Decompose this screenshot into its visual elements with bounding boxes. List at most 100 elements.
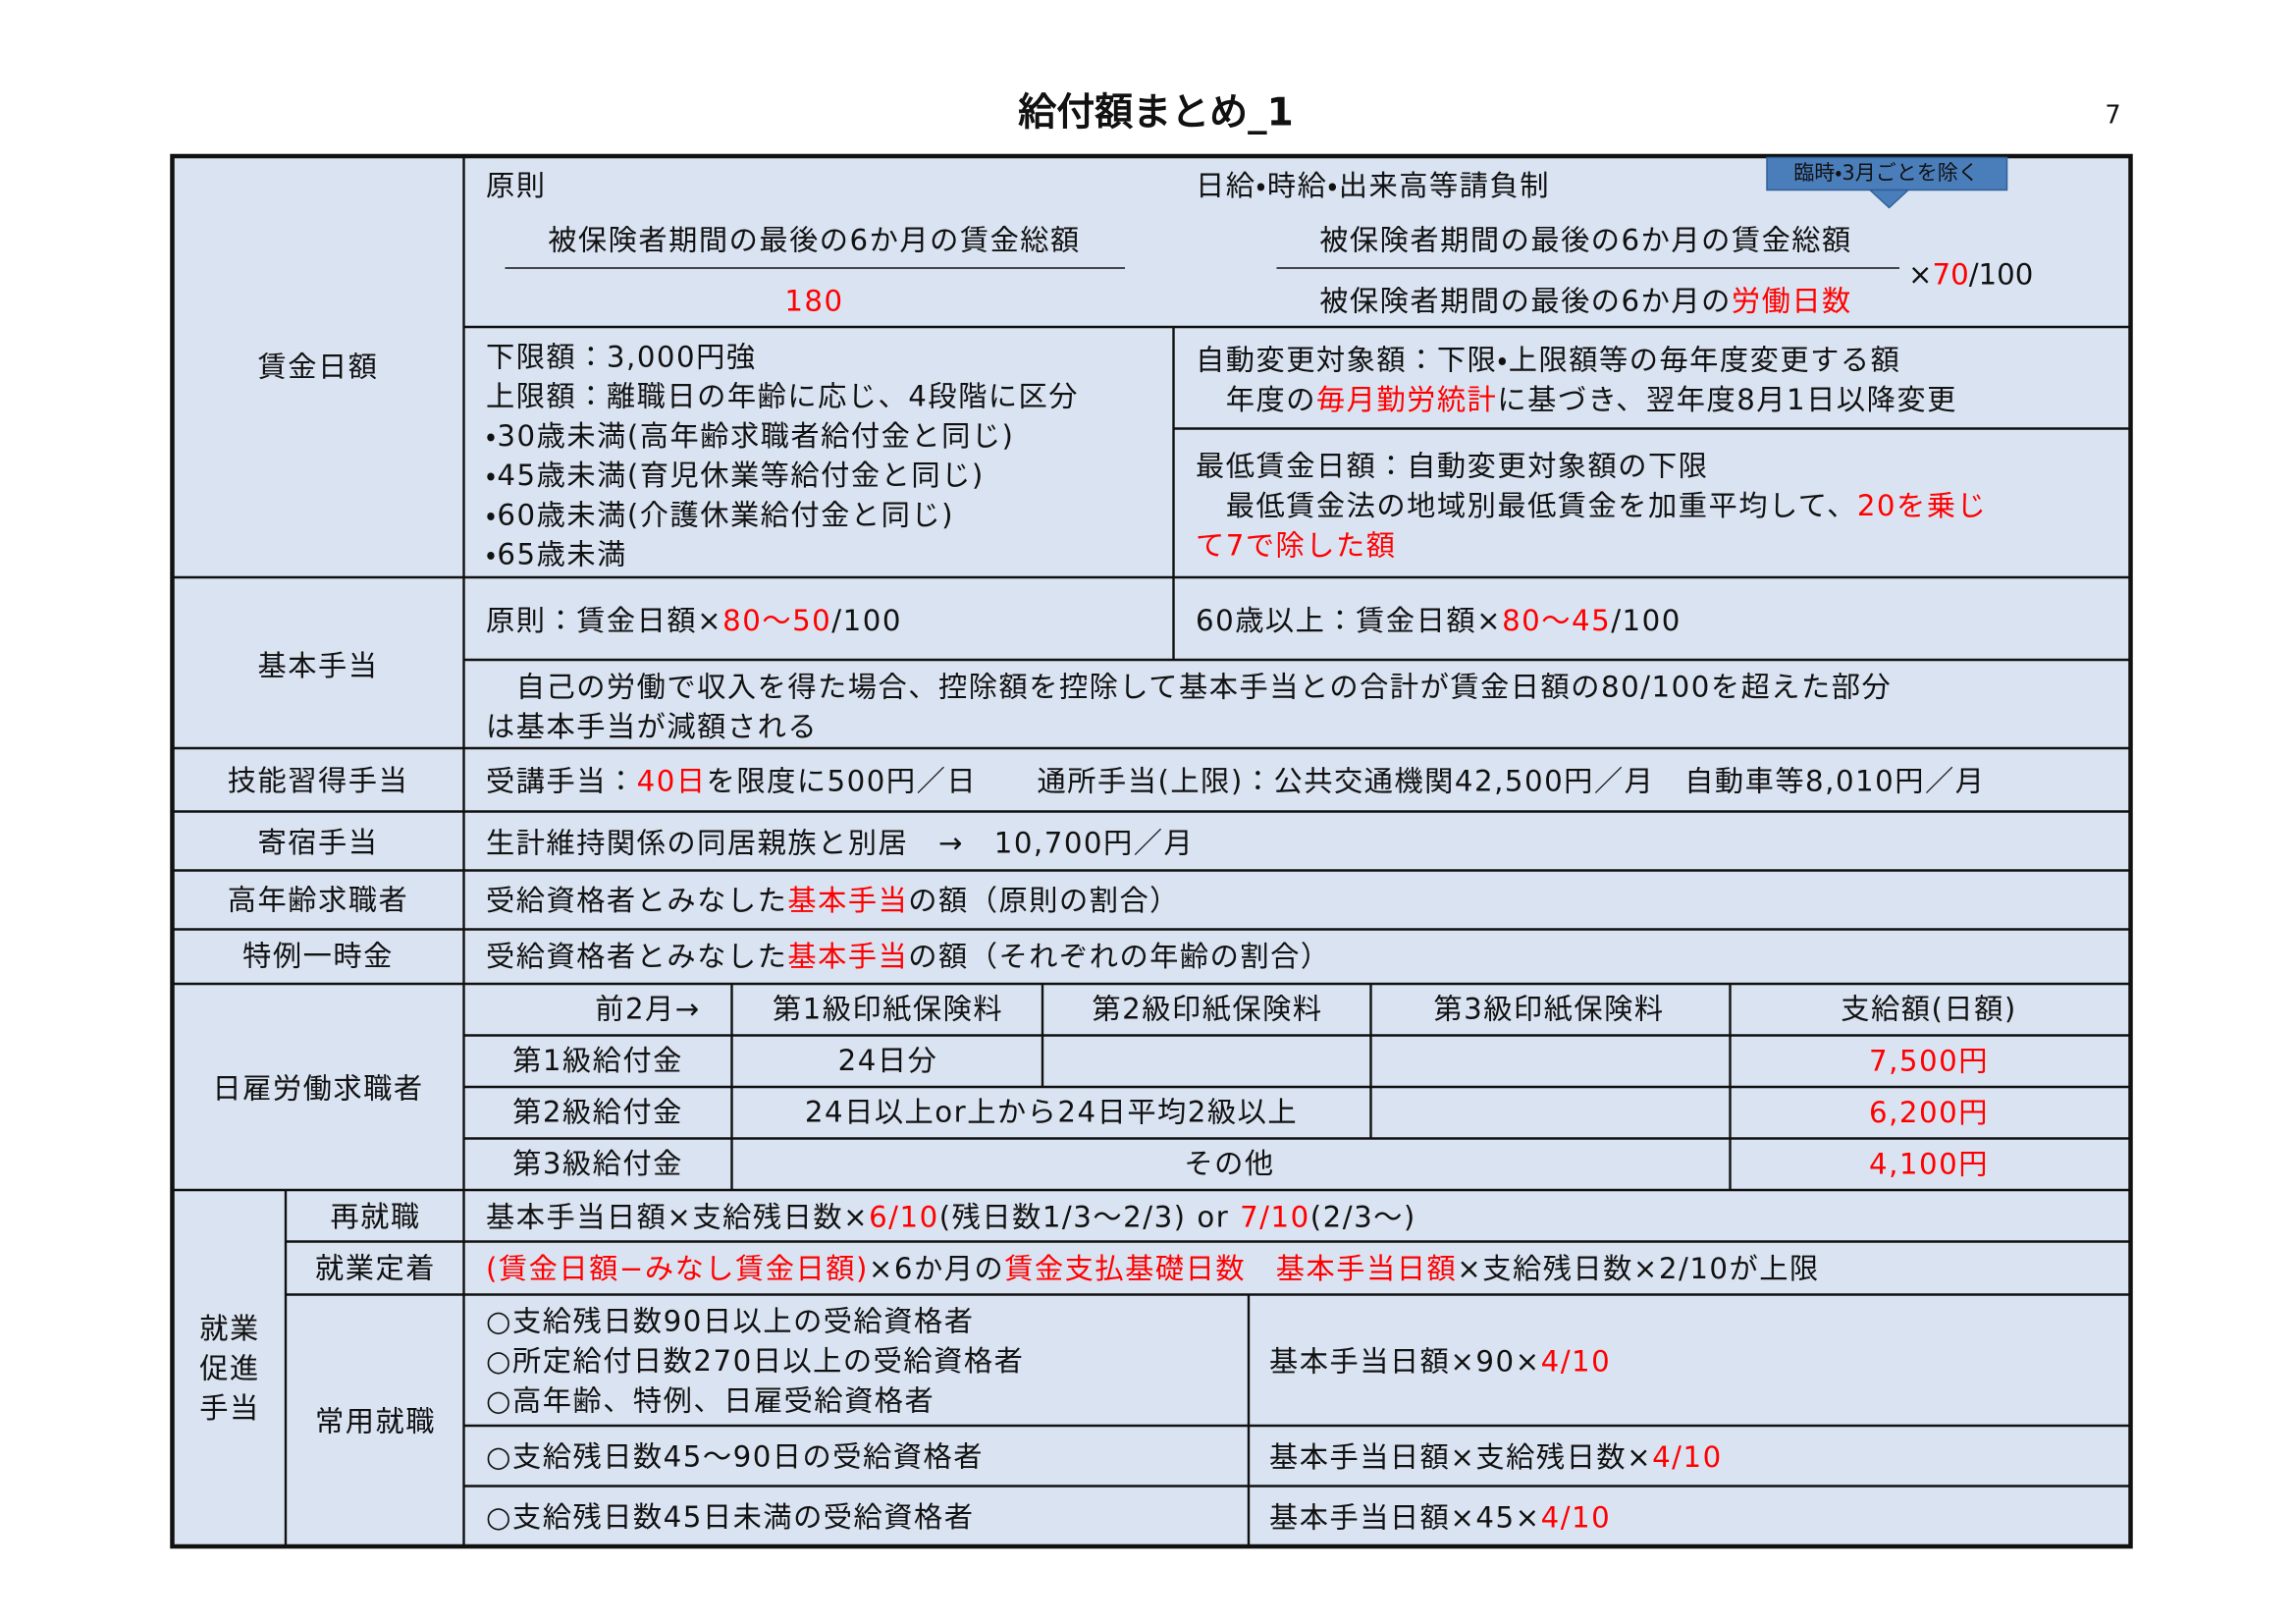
text-run: を限度に500円／日 通所手当(上限)：公共交通機関42,500円／月 自動車等… [707,764,1986,797]
text-line: 上限額：離職日の年齢に応じ、4段階に区分 [486,379,1079,412]
text-run: 基本手当日額×90× [1269,1344,1541,1378]
text-run: 基本手当日額×45× [1269,1500,1541,1534]
text-run: て7で除した額 [1196,528,1397,562]
text-line: 基本手当日額×支給残日数×6/10(残日数1/3～2/3) or 7/10(2/… [486,1200,1416,1233]
table-header: 支給額(日額) [1841,992,2016,1025]
text-line: ・45歳未満(育児休業等給付金と同じ) [486,459,985,492]
table-cell: 24日分 [838,1044,938,1077]
text-run: は基本手当が減額される [486,709,818,742]
text-line: 受給資格者とみなした基本手当の額（原則の割合） [486,883,1180,916]
text-run: 80～50 [722,603,831,636]
text-run: 受給資格者とみなした [486,883,787,916]
row-label: 基本手当 [258,649,379,682]
text-run: 労働日数 [1732,284,1852,317]
text-run: 原則：賃金日額× [486,603,722,636]
text-line: 受給資格者とみなした基本手当の額（それぞれの年齢の割合） [486,939,1331,972]
table-cell: 7,500円 [1869,1044,1989,1077]
text-line: 自動変更対象額：下限・上限額等の毎年度変更する額 [1196,343,1900,376]
text-run: 7,500円 [1869,1044,1989,1077]
callout-arrow [1868,189,1910,209]
row-label: 常用就職 [315,1404,436,1437]
text-run: 4/10 [1541,1500,1612,1534]
text-run: 基本手当日額×支給残日数× [486,1200,869,1233]
cell-heading: 日給・時給・出来高等請負制 [1196,169,1550,202]
text-line: ○支給残日数45～90日の受給資格者 [486,1439,984,1473]
table-header: 第3級印紙保険料 [1433,992,1664,1025]
row-label: 就業定着 [315,1251,436,1284]
text-line: 基本手当日額×45×4/10 [1269,1500,1611,1534]
text-line: 原則：賃金日額×80～50/100 [486,603,902,636]
row-label: 促進 [199,1351,259,1384]
text-line: (賃金日額−みなし賃金日額)×6か月の賃金支払基礎日数 基本手当日額×支給残日数… [486,1251,1820,1284]
table-background [172,155,2131,1546]
text-run: ・45歳未満(育児休業等給付金と同じ) [486,459,985,492]
text-run: 毎月勤労統計 [1316,382,1497,415]
table-cell: 第3級給付金 [512,1147,683,1180]
table-header: 前2月→ [595,992,701,1025]
text-run: /100 [1969,257,2034,291]
row-label: 高年齢求職者 [228,883,408,916]
text-line: ○所定給付日数270日以上の受給資格者 [486,1344,1024,1378]
text-line: 60歳以上：賃金日額×80～45/100 [1196,603,1682,636]
text-line: て7で除した額 [1196,528,1397,562]
text-run: 下限額：3,000円強 [486,340,757,373]
text-run: 上限額：離職日の年齢に応じ、4段階に区分 [486,379,1079,412]
text-run: 受給資格者とみなした [486,939,787,972]
text-run: (賃金日額−みなし賃金日額) [486,1251,869,1284]
text-line: 自己の労働で収入を得た場合、控除額を控除して基本手当との合計が賃金日額の80/1… [486,670,1892,703]
text-line: 年度の毎月勤労統計に基づき、翌年度8月1日以降変更 [1196,382,1957,415]
text-run: ・60歳未満(介護休業給付金と同じ) [486,498,954,531]
fraction-numerator: 被保険者期間の最後の6か月の賃金総額 [548,223,1081,256]
row-label: 特例一時金 [242,939,394,972]
text-line: ・30歳未満(高年齢求職者給付金と同じ) [486,418,1014,452]
text-run: × [1908,257,1933,291]
callout-text: 臨時・3月ごとを除く [1793,161,1978,185]
text-run: 4,100円 [1869,1147,1989,1180]
text-run: 4/10 [1652,1439,1723,1473]
cell-heading: 原則 [486,169,546,202]
text-run: 40日 [637,764,707,797]
text-run: 7/10 [1240,1200,1310,1233]
page-number: 7 [2105,100,2120,130]
text-line: ・60歳未満(介護休業給付金と同じ) [486,498,954,531]
row-label: 手当 [199,1391,259,1425]
text-line: 最低賃金日額：自動変更対象額の下限 [1196,449,1709,482]
text-run: 70 [1933,257,1969,291]
text-run: ×支給残日数×2/10が上限 [1457,1251,1820,1284]
text-line: ○支給残日数90日以上の受給資格者 [486,1304,975,1337]
text-run: 基本手当日額×支給残日数× [1269,1439,1652,1473]
text-run: ・30歳未満(高年齢求職者給付金と同じ) [486,418,1014,452]
table-cell: その他 [1184,1147,1274,1180]
text-run: 生計維持関係の同居親族と別居 → 10,700円／月 [486,826,1194,859]
text-run: 年度の [1196,382,1316,415]
text-line: ・65歳未満 [486,537,627,570]
text-run: 賃金支払基礎日数 基本手当日額 [1004,1251,1457,1284]
text-line: 基本手当日額×90×4/10 [1269,1344,1611,1378]
table-cell: 第2級給付金 [512,1095,683,1128]
row-label: 日雇労働求職者 [212,1071,423,1105]
text-run: 自己の労働で収入を得た場合、控除額を控除して基本手当との合計が賃金日額の80/1… [486,670,1892,703]
fraction-denominator: 被保険者期間の最後の6か月の労働日数 [1319,284,1852,317]
text-run: の額（それぞれの年齢の割合） [908,939,1330,972]
row-label: 技能習得手当 [228,764,408,797]
text-run: 60歳以上：賃金日額× [1196,603,1502,636]
text-run: 80～45 [1502,603,1611,636]
fraction-denominator: 180 [784,284,843,317]
text-run: 自動変更対象額：下限・上限額等の毎年度変更する額 [1196,343,1900,376]
callout-box [1766,156,2008,191]
text-line: 最低賃金法の地域別最低賃金を加重平均して、20を乗じ [1196,488,1987,521]
text-run: 6,200円 [1869,1095,1989,1128]
fraction-multiplier: ×70/100 [1908,257,2033,291]
text-run: ×6か月の [869,1251,1004,1284]
text-run: に基づき、翌年度8月1日以降変更 [1497,382,1956,415]
row-label: 賃金日額 [258,350,379,383]
text-run: 最低賃金日額：自動変更対象額の下限 [1196,449,1709,482]
table-grid [172,155,2131,1546]
text-run: 基本手当 [787,939,908,972]
text-line: ○高年齢、特例、日雇受給資格者 [486,1383,934,1417]
table-header: 第1級印紙保険料 [773,992,1003,1025]
text-line: ○支給残日数45日未満の受給資格者 [486,1500,975,1534]
